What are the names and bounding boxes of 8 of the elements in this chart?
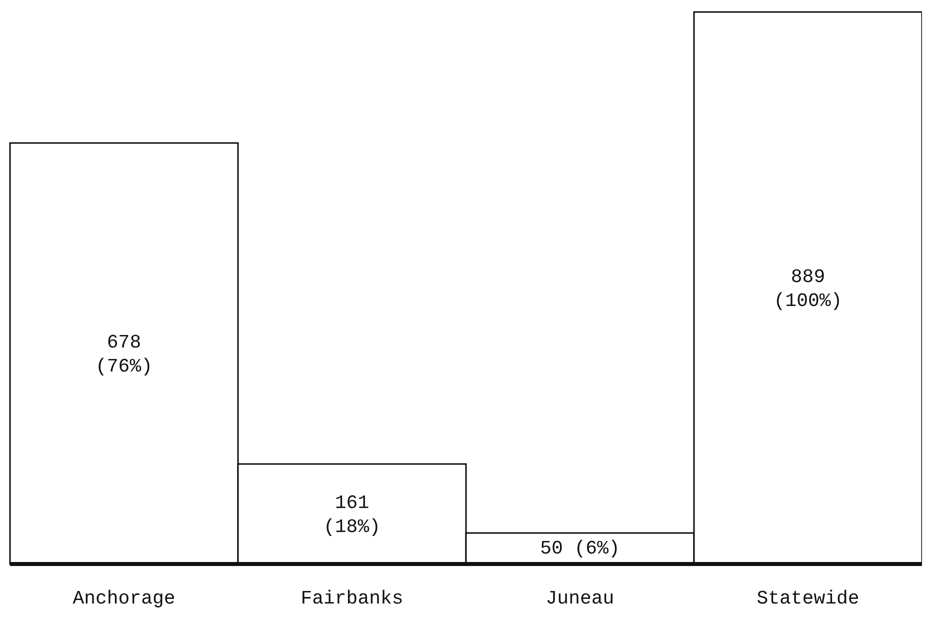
- x-tick-label: Fairbanks: [300, 587, 404, 610]
- data-label: 50 (6%): [540, 537, 620, 560]
- x-tick-label: Statewide: [756, 587, 860, 610]
- x-tick-label: Anchorage: [72, 587, 176, 610]
- data-label: 889 (100%): [774, 266, 842, 312]
- x-tick-label: Juneau: [546, 587, 614, 610]
- data-label: 678 (76%): [95, 332, 153, 378]
- data-label: 161 (18%): [323, 492, 381, 538]
